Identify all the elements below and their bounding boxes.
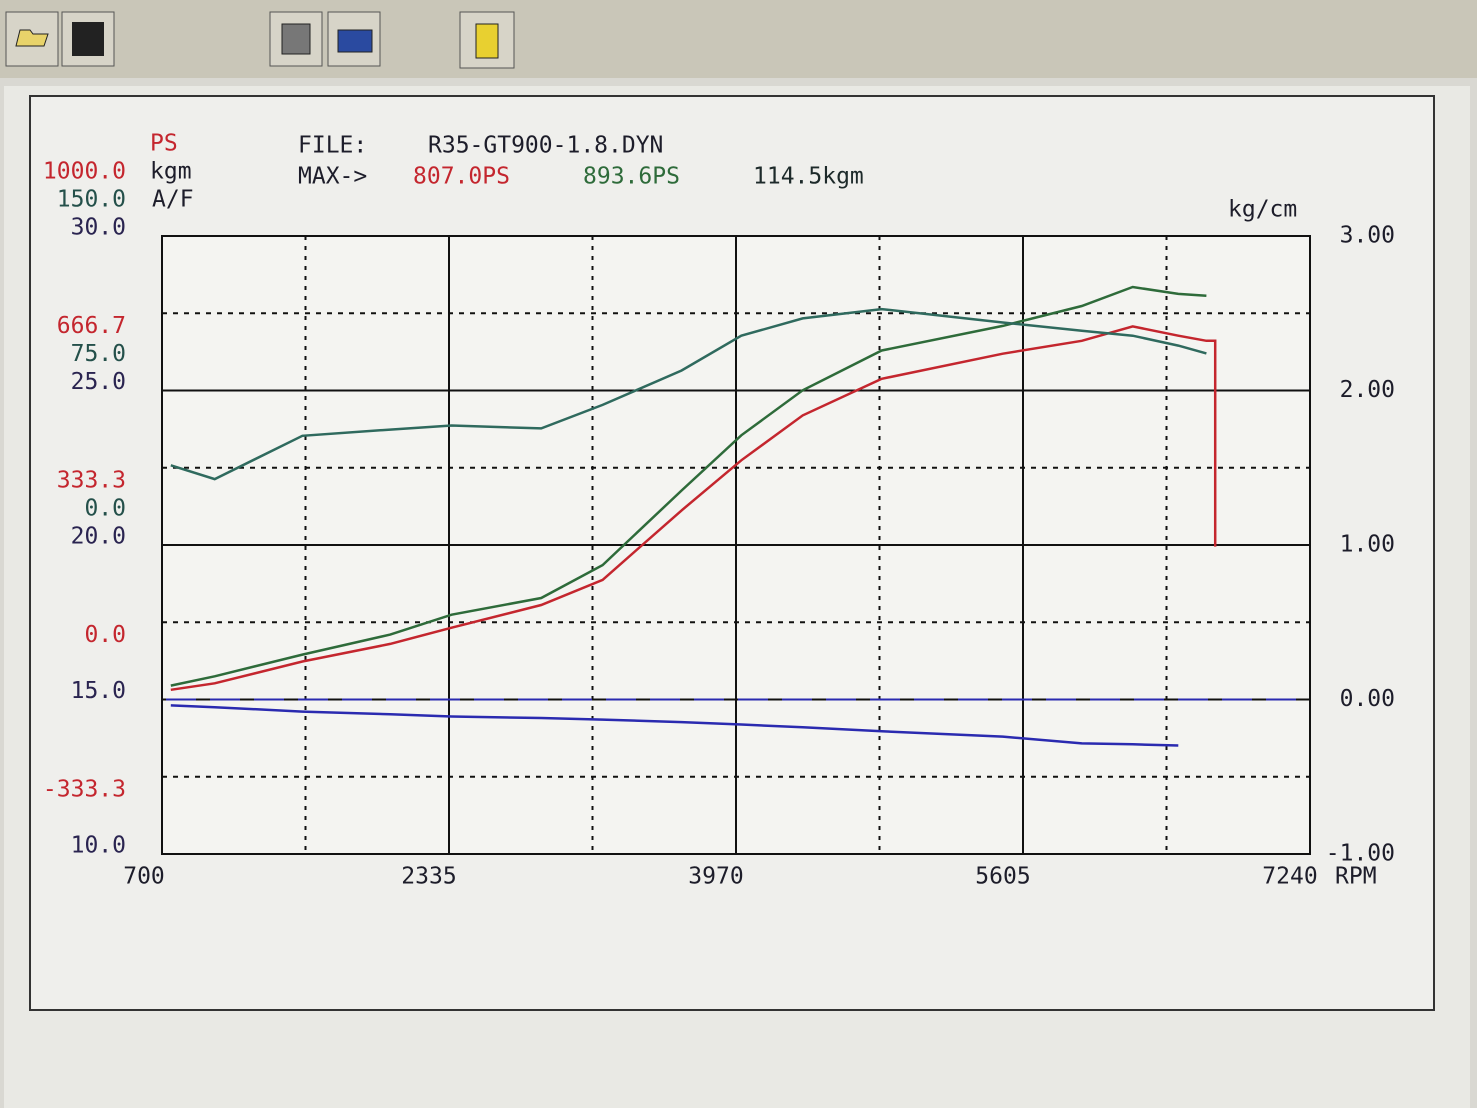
max-value: 807.0PS bbox=[413, 164, 510, 190]
x-tick-label: 7240 bbox=[1262, 864, 1317, 890]
y-tick-label: 0.0 bbox=[84, 496, 126, 522]
y2-tick-label: 1.00 bbox=[1340, 532, 1395, 558]
x-tick-label: 700 bbox=[123, 864, 165, 890]
y-tick-label: 150.0 bbox=[57, 187, 126, 213]
max-label: MAX-> bbox=[298, 164, 367, 190]
y-tick-label: 75.0 bbox=[71, 341, 126, 367]
y-tick-label: 666.7 bbox=[57, 313, 126, 339]
file-label: FILE: bbox=[298, 133, 367, 159]
print-icon bbox=[281, 23, 311, 55]
x-tick-label: 5605 bbox=[975, 864, 1030, 890]
y-tick-label: -333.3 bbox=[43, 777, 126, 803]
view-icon bbox=[337, 29, 373, 53]
y-tick-label: 25.0 bbox=[71, 369, 126, 395]
y2-tick-label: 3.00 bbox=[1340, 223, 1395, 249]
axis-unit-ps: PS bbox=[150, 131, 178, 157]
exit-button[interactable] bbox=[459, 11, 515, 69]
file-name: R35-GT900-1.8.DYN bbox=[428, 133, 663, 159]
y-tick-label: 15.0 bbox=[71, 678, 126, 704]
series-line bbox=[170, 307, 1207, 481]
toolbar bbox=[0, 0, 1477, 78]
series-line bbox=[170, 285, 1207, 687]
x-axis-label: RPM bbox=[1335, 864, 1377, 890]
save-icon bbox=[72, 22, 104, 56]
series-line bbox=[170, 704, 1179, 747]
y-tick-label: 333.3 bbox=[57, 468, 126, 494]
y2-tick-label: -1.00 bbox=[1326, 841, 1395, 867]
y-tick-label: 20.0 bbox=[71, 524, 126, 550]
y-tick-label: 10.0 bbox=[71, 833, 126, 859]
max-value: 114.5kgm bbox=[753, 164, 864, 190]
max-value: 893.6PS bbox=[583, 164, 680, 190]
open-icon bbox=[15, 29, 49, 47]
y2-tick-label: 2.00 bbox=[1340, 377, 1395, 403]
y2-axis-label: kg/cm bbox=[1228, 197, 1297, 223]
toolbar-buttons bbox=[5, 11, 515, 69]
axis-unit-af: A/F bbox=[152, 187, 194, 213]
y2-tick-label: 0.00 bbox=[1340, 686, 1395, 712]
y-tick-label: 1000.0 bbox=[43, 159, 126, 185]
y-tick-label: 30.0 bbox=[71, 215, 126, 241]
series-line bbox=[170, 325, 1217, 692]
x-tick-label: 3970 bbox=[688, 864, 743, 890]
axis-unit-kgm: kgm bbox=[150, 159, 192, 185]
exit-icon bbox=[475, 23, 499, 59]
x-tick-label: 2335 bbox=[401, 864, 456, 890]
y-tick-label: 0.0 bbox=[84, 622, 126, 648]
